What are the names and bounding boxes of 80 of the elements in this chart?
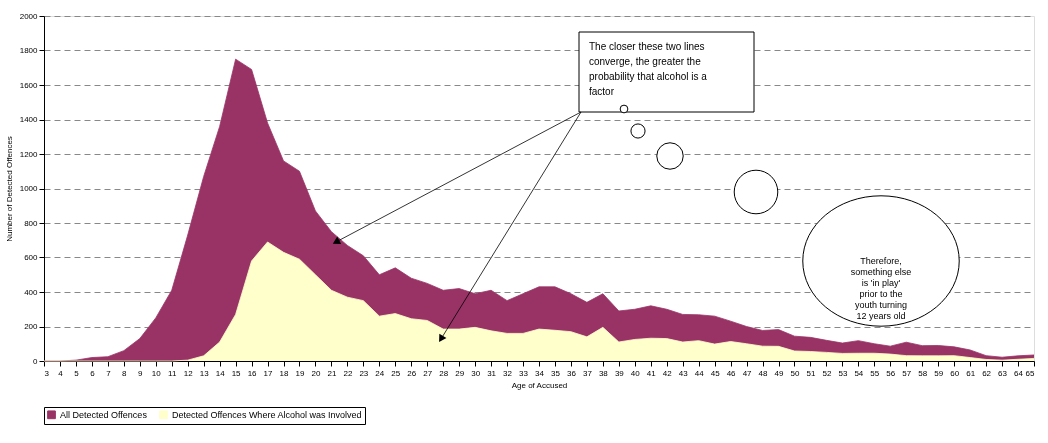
x-tick-label: 16 (247, 368, 258, 378)
x-tick-label: 17 (263, 368, 274, 378)
x-tick-label: 29 (455, 368, 465, 378)
x-tick-label: 43 (678, 368, 689, 378)
x-tick-label: 47 (742, 368, 753, 378)
annotation: Therefore, something else is 'in play' prior to the youth turning 12 years old (850, 256, 912, 321)
y-tick-label: 1800 (19, 46, 39, 55)
x-tick-label: 46 (726, 368, 737, 378)
x-tick-label: 39 (614, 368, 625, 378)
y-tick-label: 200 (24, 322, 39, 331)
x-tick-label: 59 (934, 368, 944, 378)
x-tick-label: 52 (822, 368, 832, 378)
x-tick-label: 6 (90, 368, 96, 378)
x-tick-label: 64 (1014, 368, 1024, 378)
x-tick-label: 40 (630, 368, 641, 378)
x-tick-label: 27 (423, 368, 433, 378)
x-tick-label: 28 (439, 368, 449, 378)
x-tick-label: 14 (215, 368, 226, 378)
x-tick-label: 26 (407, 368, 417, 378)
annotation: The closer these two lines converge, the greater the probability that alcohol is a factor (589, 41, 708, 97)
x-tick-label: 30 (471, 368, 481, 378)
x-tick-label: 12 (183, 368, 194, 378)
x-tick-label: 7 (106, 368, 112, 378)
y-tick-label: 0 (33, 356, 39, 366)
x-tick-label: 18 (279, 368, 290, 378)
x-tick-label: 53 (838, 368, 848, 378)
y-tick-label: 1600 (19, 80, 39, 90)
x-tick-label: 33 (519, 368, 529, 378)
x-tick-label: 63 (998, 368, 1008, 378)
x-tick-label: 9 (138, 368, 144, 378)
x-tick-label: 21 (327, 368, 337, 378)
x-tick-label: 36 (566, 368, 577, 378)
legend-label: All Detected Offences (60, 409, 148, 420)
y-tick-label: 1200 (19, 149, 39, 159)
x-tick-label: 15 (231, 368, 242, 378)
y-tick-label: 800 (24, 218, 39, 228)
x-tick-label: 13 (199, 368, 210, 378)
x-tick-label: 62 (982, 368, 992, 378)
x-tick-label: 23 (359, 368, 369, 378)
x-tick-label: 44 (694, 368, 705, 378)
x-tick-label: 24 (375, 368, 385, 378)
x-tick-label: 56 (886, 368, 896, 378)
y-axis-title: Number of Detected Offences (4, 136, 14, 242)
y-tick-label: 600 (24, 253, 39, 262)
x-tick-label: 54 (854, 368, 864, 378)
y-tick-label: 400 (24, 287, 39, 297)
x-tick-label: 11 (168, 368, 177, 378)
x-tick-label: 32 (503, 368, 513, 378)
x-tick-label: 57 (902, 368, 912, 378)
x-tick-label: 34 (535, 368, 545, 378)
x-tick-label: 10 (151, 368, 162, 378)
x-tick-label: 5 (74, 368, 80, 378)
x-tick-label: 58 (918, 368, 928, 378)
y-tick-label: 1400 (19, 115, 39, 124)
x-tick-label: 41 (646, 368, 657, 378)
y-tick-label: 1000 (19, 184, 39, 193)
x-tick-label: 49 (774, 368, 785, 378)
x-tick-label: 20 (311, 368, 321, 378)
x-tick-label: 42 (662, 368, 673, 378)
x-tick-label: 31 (487, 368, 497, 378)
legend-label: Detected Offences Where Alcohol was Involved (172, 409, 362, 420)
x-tick-label: 50 (790, 368, 800, 378)
x-tick-label: 3 (44, 368, 50, 378)
x-tick-label: 37 (582, 368, 593, 378)
y-tick-label: 2000 (19, 11, 39, 21)
x-tick-label: 45 (710, 368, 721, 378)
x-tick-label: 25 (391, 368, 401, 378)
x-tick-label: 35 (551, 368, 561, 378)
x-tick-label: 4 (58, 368, 64, 378)
x-tick-label: 22 (343, 368, 353, 378)
x-tick-label: 61 (966, 368, 976, 378)
x-tick-label: 65 (1025, 368, 1036, 378)
x-tick-label: 38 (598, 368, 609, 378)
x-tick-label: 8 (122, 368, 128, 378)
x-tick-label: 48 (758, 368, 769, 378)
x-axis-title: Age of Accused (511, 380, 568, 390)
x-tick-label: 55 (870, 368, 880, 378)
x-tick-label: 51 (806, 368, 816, 378)
x-tick-label: 19 (295, 368, 305, 378)
x-tick-label: 60 (950, 368, 960, 378)
